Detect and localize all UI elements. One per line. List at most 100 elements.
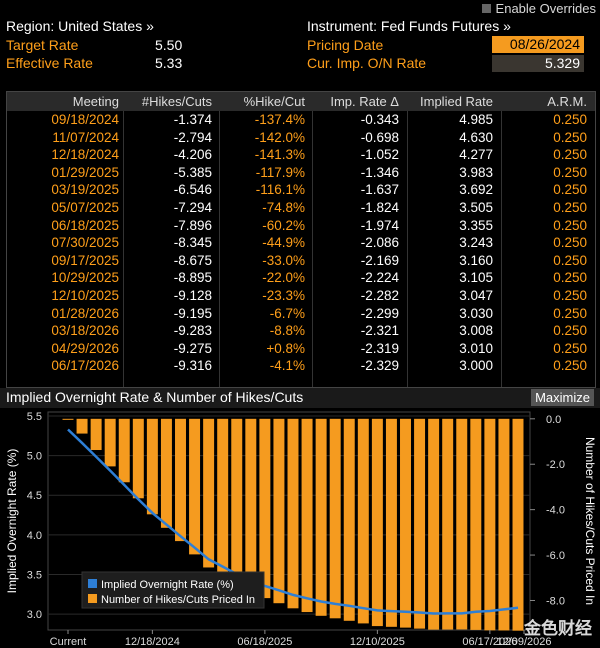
table-cell: -142.0% — [254, 129, 305, 145]
table-cell: 0.250 — [553, 235, 587, 251]
table-row[interactable]: 03/18/2026 -9.283 -8.8% -2.321 3.008 0.250 — [7, 323, 595, 340]
hikes-cuts-bar — [259, 418, 271, 599]
table-cell: 0.250 — [553, 182, 587, 198]
table-row[interactable]: 06/18/2025 -7.896 -60.2% -1.974 3.355 0.250 — [7, 218, 595, 235]
table-cell: 01/29/2025 — [51, 164, 119, 180]
pricing-date-input[interactable]: 08/26/2024 — [492, 36, 584, 53]
table-cell: -1.974 — [360, 217, 399, 233]
effective-rate-label: Effective Rate — [6, 55, 93, 71]
table-cell: -7.294 — [173, 200, 212, 215]
table-cell: 3.008 — [459, 323, 493, 339]
table-row[interactable]: 01/28/2026 -9.195 -6.7% -2.299 3.030 0.250 — [7, 306, 595, 323]
pricing-date-label: Pricing Date — [307, 37, 384, 53]
column-header[interactable]: A.R.M. — [547, 94, 587, 109]
target-rate-value: 5.50 — [155, 37, 183, 53]
table-row[interactable]: 07/30/2025 -8.345 -44.9% -2.086 3.243 0.250 — [7, 235, 595, 252]
effective-rate-value: 5.33 — [155, 55, 183, 71]
hikes-cuts-bar — [301, 418, 313, 613]
table-cell: 0.250 — [553, 217, 587, 233]
table-cell: -7.896 — [173, 217, 212, 233]
column-header[interactable]: %Hike/Cut — [243, 94, 305, 109]
instrument-selector[interactable]: Instrument: Fed Funds Futures » — [307, 18, 511, 34]
x-tick-label: Current — [50, 636, 87, 648]
table-row[interactable]: 03/19/2025 -6.546 -116.1% -1.637 3.692 0.250 — [7, 182, 595, 199]
column-divider — [407, 111, 408, 387]
table-cell: -2.169 — [360, 252, 399, 268]
table-cell: 10/29/2025 — [51, 270, 119, 286]
table-row[interactable]: 05/07/2025 -7.294 -74.8% -1.824 3.505 0.250 — [7, 200, 595, 217]
hikes-cuts-bar — [498, 418, 510, 631]
table-cell: -8.8% — [269, 323, 305, 339]
x-tick-label: 12/10/2025 — [350, 636, 405, 648]
table-cell: -9.195 — [173, 305, 212, 321]
legend-box — [81, 571, 265, 609]
column-divider — [219, 111, 220, 387]
table-cell: -2.319 — [360, 340, 399, 356]
table-cell: 12/18/2024 — [51, 147, 119, 163]
table-cell: -74.8% — [262, 200, 305, 215]
enable-overrides-label: Enable Overrides — [495, 1, 596, 16]
column-header[interactable]: Imp. Rate Δ — [330, 94, 399, 109]
table-cell: 3.000 — [459, 358, 493, 374]
column-header[interactable]: #Hikes/Cuts — [141, 94, 212, 109]
table-cell: 3.047 — [459, 288, 493, 303]
table-row[interactable]: 09/18/2024 -1.374 -137.4% -0.343 4.985 0.250 — [7, 112, 595, 129]
table-cell: 0.250 — [553, 305, 587, 321]
table-header: Meeting #Hikes/Cuts %Hike/Cut Imp. Rate Δ Im… — [7, 92, 595, 111]
hikes-cuts-bar — [442, 418, 454, 630]
hikes-cuts-bar — [231, 418, 243, 585]
region-selector[interactable]: Region: United States » — [6, 18, 154, 34]
hikes-cuts-bar — [104, 418, 116, 467]
table-row[interactable]: 12/18/2024 -4.206 -141.3% -1.052 4.277 0.250 — [7, 147, 595, 164]
table-cell: 4.277 — [459, 147, 493, 163]
table-cell: 3.160 — [459, 252, 493, 268]
table-cell: 0.250 — [553, 252, 587, 268]
hikes-cuts-bar — [62, 418, 74, 420]
table-cell: 0.250 — [553, 288, 587, 303]
table-row[interactable]: 01/29/2025 -5.385 -117.9% -1.346 3.983 0.250 — [7, 165, 595, 182]
right-tick-label: -8.0 — [546, 595, 565, 607]
chart-title-bar — [0, 388, 600, 408]
column-header[interactable]: Meeting — [72, 94, 119, 109]
table-cell: -44.9% — [262, 235, 305, 251]
left-tick-label: 4.5 — [27, 490, 42, 502]
table-cell: 0.250 — [553, 112, 587, 127]
hikes-cuts-bar — [175, 418, 186, 542]
maximize-button[interactable]: Maximize — [531, 389, 594, 406]
table-row[interactable]: 10/29/2025 -8.895 -22.0% -2.224 3.105 0.250 — [7, 270, 595, 287]
enable-overrides-toggle[interactable]: Enable Overrides — [481, 1, 596, 16]
table-row[interactable]: 11/07/2024 -2.794 -142.0% -0.698 4.630 0.250 — [7, 130, 595, 147]
table-cell: -2.299 — [360, 305, 399, 321]
table-row[interactable]: 04/29/2026 -9.275 +0.8% -2.319 3.010 0.250 — [7, 341, 595, 358]
left-tick-label: 5.0 — [27, 451, 42, 463]
right-tick-label: -6.0 — [546, 550, 565, 562]
table-cell: -141.3% — [254, 147, 305, 163]
rate-chart: 5.5 5.0 4.5 4.0 3.5 3.0 0.0 -2.0 -4.0 -6.0 -8.0 Cur… — [5, 411, 597, 648]
hikes-cuts-bar — [287, 418, 299, 609]
hikes-cuts-bar — [189, 418, 201, 555]
hikes-cuts-bar — [315, 418, 327, 616]
left-tick-label: 4.0 — [27, 530, 42, 542]
cur-imp-rate-value[interactable]: 5.329 — [492, 55, 584, 72]
legend-swatch-line — [88, 579, 97, 588]
table-row[interactable]: 09/17/2025 -8.675 -33.0% -2.169 3.160 0.250 — [7, 253, 595, 270]
table-cell: 3.692 — [459, 182, 493, 198]
hikes-cuts-bar — [118, 418, 130, 483]
legend-swatch-bar — [88, 594, 97, 603]
checkbox-icon[interactable] — [481, 4, 491, 13]
table-cell: 01/28/2026 — [51, 305, 119, 321]
table-cell: -1.637 — [360, 182, 399, 198]
watermark: 金色财经 — [523, 618, 592, 638]
table-cell: -60.2% — [262, 217, 305, 233]
table-cell: -117.9% — [255, 164, 305, 180]
table-cell: -6.7% — [269, 305, 305, 321]
table-cell: -8.895 — [173, 270, 212, 286]
hikes-cuts-bar — [329, 418, 341, 619]
table-cell: -4.206 — [173, 147, 212, 163]
implied-rate-line — [67, 428, 519, 615]
column-header[interactable]: Implied Rate — [420, 94, 493, 109]
table-cell: -1.052 — [360, 147, 399, 163]
table-row[interactable]: 06/17/2026 -9.316 -4.1% -2.329 3.000 0.250 — [7, 358, 595, 375]
table-row[interactable]: 12/10/2025 -9.128 -23.3% -2.282 3.047 0.250 — [7, 288, 595, 305]
hikes-cuts-bar — [132, 418, 144, 499]
